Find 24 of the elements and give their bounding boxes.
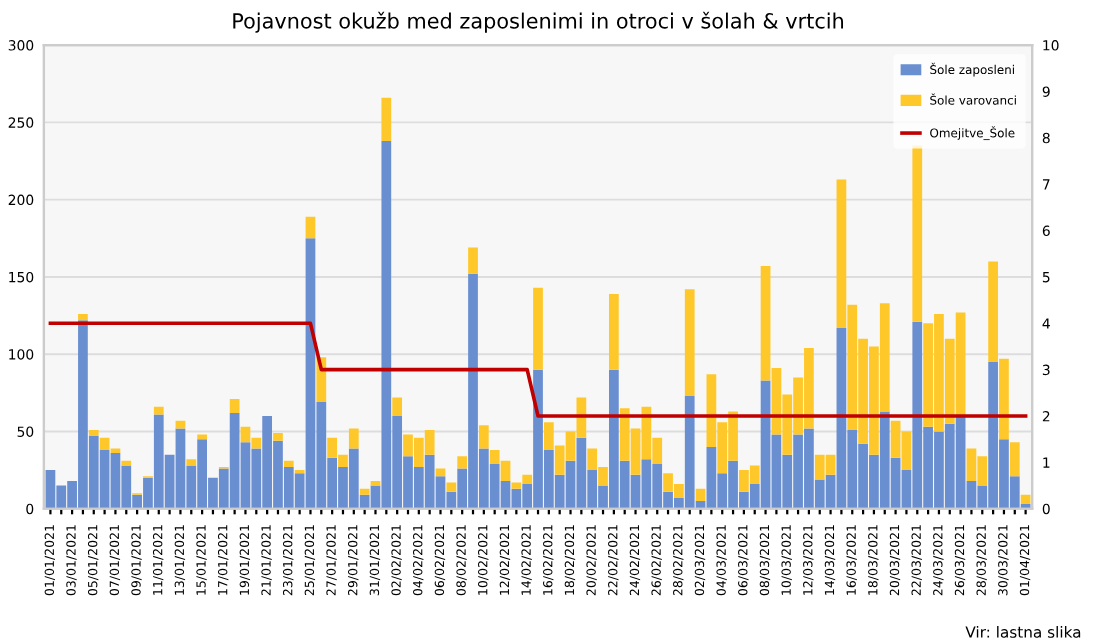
bar [78, 314, 88, 321]
bar [468, 247, 478, 274]
chart-title: Pojavnost okužb med zaposlenimi in otroci v šolah & vrtcih [233, 11, 844, 33]
bar [229, 399, 240, 413]
bar [684, 289, 695, 396]
bar [1020, 494, 1031, 505]
bar [1009, 442, 1020, 477]
bar [457, 456, 468, 469]
bar [446, 482, 457, 492]
bar [478, 425, 489, 449]
bar [608, 293, 619, 370]
bar [392, 397, 403, 417]
bar [370, 480, 381, 486]
bar [912, 145, 923, 322]
bar [186, 459, 197, 466]
bar [533, 287, 543, 370]
bar [305, 216, 316, 239]
bar [273, 433, 283, 441]
bar [359, 488, 370, 495]
bar [348, 428, 359, 449]
bar [153, 406, 164, 415]
bar [381, 97, 392, 141]
bar [88, 429, 99, 437]
bar [283, 460, 294, 468]
